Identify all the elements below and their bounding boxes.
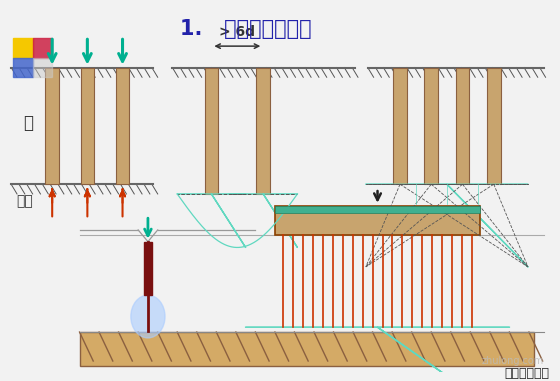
Text: 1.   群桩与群桩效应: 1. 群桩与群桩效应 [180, 19, 311, 39]
Text: 岩石: 岩石 [16, 195, 33, 209]
Bar [424, 67, 438, 184]
Bar [487, 67, 501, 184]
Bar [393, 67, 407, 184]
Bar [13, 58, 32, 77]
Bar [204, 67, 218, 194]
Bar [275, 206, 480, 235]
Bar [256, 67, 270, 194]
Text: 土: 土 [23, 114, 33, 132]
Text: > 6d: > 6d [220, 26, 255, 39]
Bar [32, 38, 52, 58]
Text: zhulong.com: zhulong.com [482, 356, 544, 366]
Polygon shape [366, 184, 528, 267]
Bar [32, 58, 52, 77]
Polygon shape [229, 194, 297, 247]
Bar [45, 67, 59, 184]
Bar [81, 67, 94, 184]
Ellipse shape [131, 295, 165, 338]
Bar [80, 332, 534, 366]
Bar [456, 67, 469, 184]
Bar [144, 242, 152, 295]
Polygon shape [178, 194, 246, 247]
Bar [13, 38, 32, 58]
Polygon shape [246, 327, 510, 381]
Bar [116, 67, 129, 184]
Bar [275, 206, 480, 213]
Text: 压力扩散深度: 压力扩散深度 [505, 367, 549, 380]
